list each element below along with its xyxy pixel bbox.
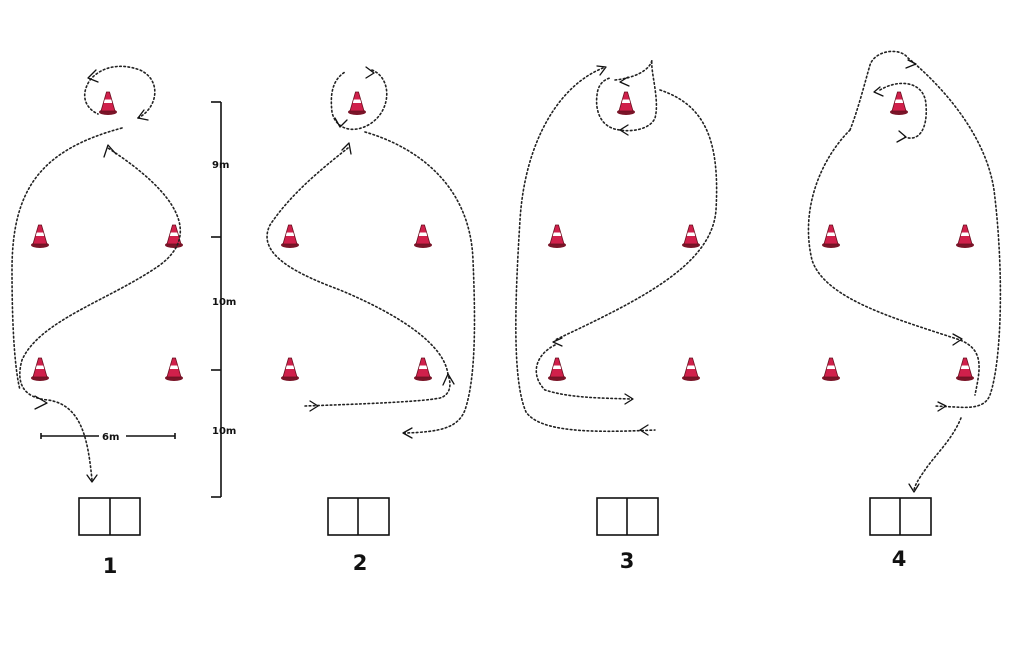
- arrowhead-icon: [309, 400, 319, 412]
- cone-icon: [547, 357, 567, 382]
- arrowhead-icon: [639, 424, 649, 436]
- arrowhead-icon: [137, 109, 149, 121]
- cone-icon: [681, 224, 701, 249]
- arrowhead-icon: [905, 59, 917, 69]
- cone-icon: [280, 357, 300, 382]
- drill-1: 1: [11, 65, 184, 578]
- cone-icon: [98, 91, 118, 116]
- arrowhead-icon: [86, 474, 98, 483]
- drill-3-cone-loop: [595, 59, 658, 132]
- cone-icon: [616, 91, 636, 116]
- arrowhead-icon: [908, 483, 920, 493]
- drill-number-label: 3: [620, 549, 635, 573]
- arrowhead-icon: [552, 337, 563, 347]
- drill-number-label: 4: [892, 547, 907, 571]
- measure-9m-label: 9m: [212, 160, 229, 171]
- drill-1-loop-path: [11, 127, 123, 391]
- cone-icon: [955, 357, 975, 382]
- drill-2-run-path: [266, 147, 451, 407]
- arrowhead-icon: [952, 333, 963, 346]
- arrowhead-icon: [365, 66, 375, 79]
- arrowhead-icon: [624, 393, 634, 405]
- arrowhead-icon: [896, 130, 907, 143]
- measurement-scale: 9m 10m 10m 6m: [40, 101, 236, 498]
- cone-icon: [821, 224, 841, 249]
- drill-4-exit-path: [913, 417, 962, 491]
- measure-6m-label: 6m: [102, 432, 119, 443]
- arrowhead-icon: [596, 65, 607, 76]
- arrowhead-icon: [402, 427, 413, 439]
- drill-3-run-path: [554, 89, 718, 341]
- measure-10m-bottom-label: 10m: [212, 426, 236, 437]
- arrowhead-icon: [34, 395, 48, 410]
- cone-icon: [30, 357, 50, 382]
- drill-4: 4: [807, 50, 1002, 571]
- cone-icon: [955, 224, 975, 249]
- cone-icon: [821, 357, 841, 382]
- arrowhead-icon: [937, 401, 947, 412]
- arrowhead-icon: [103, 144, 117, 158]
- cone-icon: [347, 91, 367, 116]
- drill-1-run-path: [19, 147, 182, 481]
- cone-icon: [30, 224, 50, 249]
- drill-1-cone-loop: [83, 65, 156, 119]
- measure-10m-middle-label: 10m: [212, 297, 236, 308]
- drill-2-loop-path: [364, 131, 476, 434]
- drill-2-cone-loop: [330, 69, 388, 131]
- cone-icon: [547, 224, 567, 249]
- arrowhead-icon: [873, 86, 884, 97]
- drill-number-label: 2: [353, 551, 368, 575]
- arrowhead-icon: [619, 124, 629, 136]
- cone-icon: [413, 357, 433, 382]
- cone-icon: [681, 357, 701, 382]
- cone-icon: [280, 224, 300, 249]
- arrowhead-icon: [619, 76, 630, 87]
- drill-2: 2: [266, 66, 476, 575]
- arrowhead-icon: [442, 373, 455, 386]
- drill-4-inner-loop: [879, 82, 928, 139]
- drill-3-return-path: [535, 344, 633, 400]
- drill-4-cone-loop: [849, 50, 1002, 409]
- arrowhead-icon: [334, 117, 348, 128]
- drill-number-label: 1: [103, 554, 118, 578]
- drill-4-run-path: [807, 129, 980, 396]
- cone-icon: [413, 224, 433, 249]
- drill-3-loop-path: [515, 67, 656, 433]
- arrowhead-icon: [341, 142, 352, 155]
- cone-icon: [164, 357, 184, 382]
- arrowhead-icon: [87, 69, 99, 83]
- cone-icon: [889, 91, 909, 116]
- drill-3: 3: [515, 59, 718, 573]
